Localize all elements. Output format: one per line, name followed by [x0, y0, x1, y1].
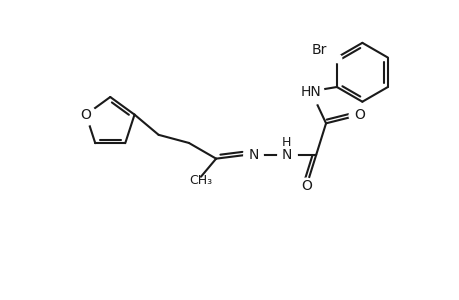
Text: N: N	[281, 148, 291, 162]
Text: HN: HN	[300, 85, 321, 99]
Text: O: O	[353, 109, 364, 122]
Text: CH₃: CH₃	[189, 174, 212, 187]
Text: O: O	[300, 179, 311, 193]
Text: O: O	[80, 108, 91, 122]
Text: H: H	[281, 136, 291, 149]
Text: N: N	[248, 148, 258, 162]
Text: Br: Br	[311, 43, 326, 57]
